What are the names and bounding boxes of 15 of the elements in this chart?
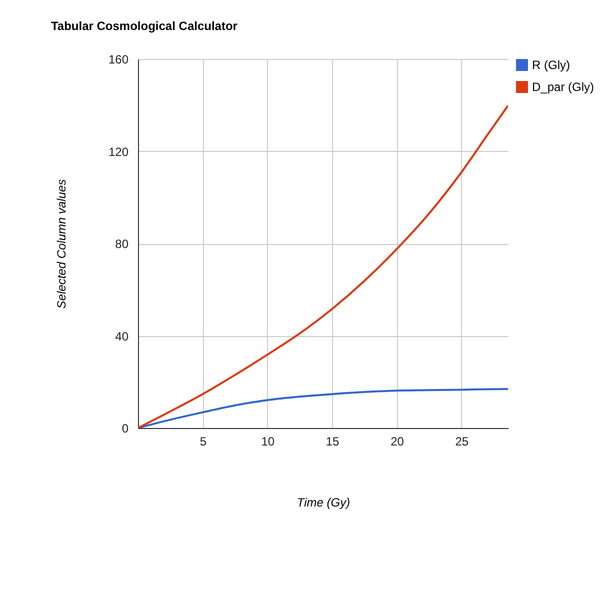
y-tick-label: 80 (115, 237, 129, 251)
x-tick-label: 15 (326, 434, 340, 448)
y-tick-label: 120 (108, 144, 129, 159)
legend-label: R (Gly) (532, 58, 570, 72)
y-tick-label: 0 (122, 422, 129, 436)
x-tick-label: 5 (200, 434, 207, 448)
y-axis-title: Selected Column values (54, 179, 68, 309)
y-tick-label: 40 (115, 329, 129, 344)
chart-title: Tabular Cosmological Calculator (50, 19, 238, 33)
x-tick-label: 25 (455, 434, 469, 448)
x-axis-title: Time (Gy) (296, 496, 350, 510)
x-tick-label: 20 (390, 434, 404, 448)
x-tick-label: 10 (261, 434, 275, 448)
y-tick-label: 160 (108, 52, 129, 66)
legend-label: D_par (Gly) (532, 80, 594, 94)
